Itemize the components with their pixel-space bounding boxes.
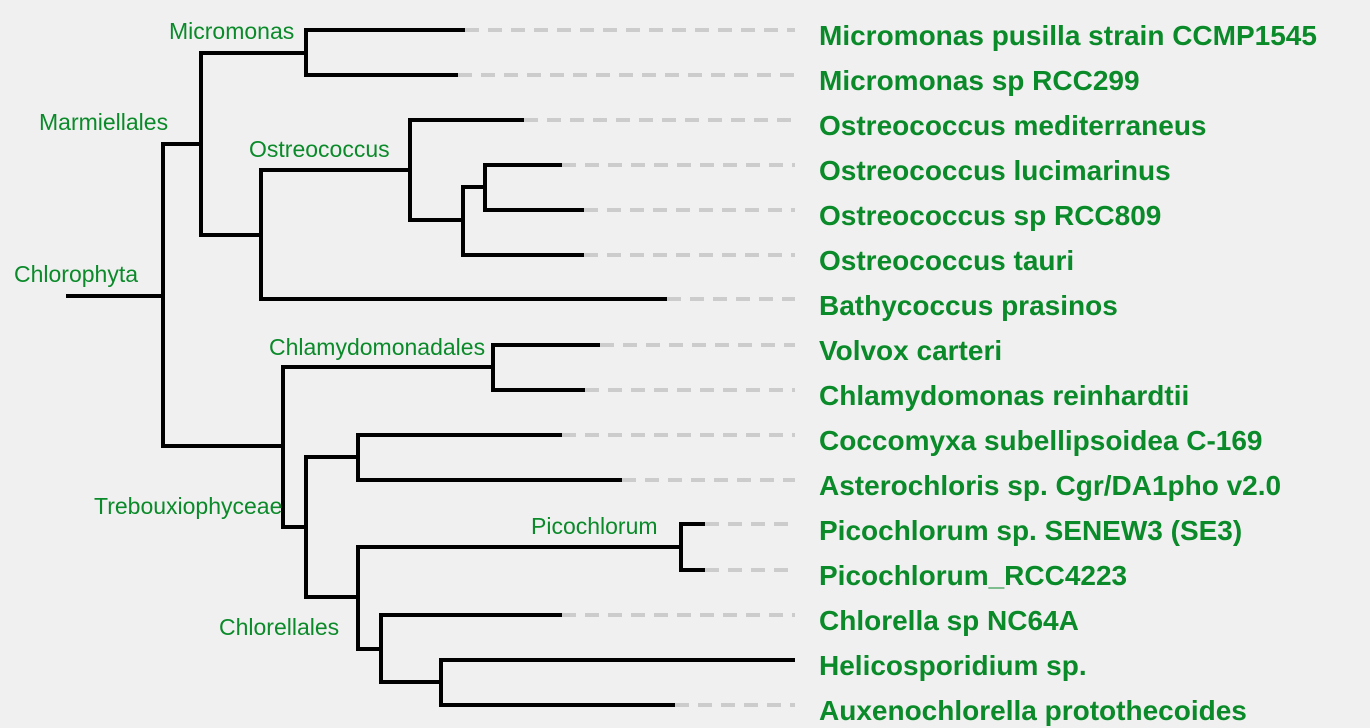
leaf-label: Ostreococcus sp RCC809	[819, 200, 1161, 231]
leaf-label: Ostreococcus mediterraneus	[819, 110, 1207, 141]
clade-label-chlamydomonadales: Chlamydomonadales	[269, 334, 485, 360]
clade-label-ostreococcus: Ostreococcus	[249, 136, 390, 162]
clade-label-trebouxiophyceae: Trebouxiophyceae	[94, 493, 282, 519]
leaf-label: Helicosporidium sp.	[819, 650, 1087, 681]
leaf-label: Ostreococcus tauri	[819, 245, 1074, 276]
leaf-label: Chlamydomonas reinhardtii	[819, 380, 1189, 411]
tree-leaders	[458, 28, 795, 707]
clade-label-chlorellales: Chlorellales	[219, 614, 339, 640]
leaf-label: Coccomyxa subellipsoidea C-169	[819, 425, 1263, 456]
clade-label-marmiellales: Marmiellales	[39, 109, 168, 135]
leaf-label: Micromonas pusilla strain CCMP1545	[819, 20, 1317, 51]
clade-label-picochlorum: Picochlorum	[531, 513, 658, 539]
leaf-label: Chlorella sp NC64A	[819, 605, 1079, 636]
leaf-label: Micromonas sp RCC299	[819, 65, 1140, 96]
leaf-label: Bathycoccus prasinos	[819, 290, 1118, 321]
leaf-label: Asterochloris sp. Cgr/DA1pho v2.0	[819, 470, 1281, 501]
leaf-label: Picochlorum sp. SENEW3 (SE3)	[819, 515, 1242, 546]
leaf-label: Volvox carteri	[819, 335, 1002, 366]
leaf-label: Auxenochlorella protothecoides	[819, 695, 1247, 726]
clade-label-micromonas: Micromonas	[169, 18, 294, 44]
leaf-label: Ostreococcus lucimarinus	[819, 155, 1171, 186]
clade-label-chlorophyta: Chlorophyta	[14, 261, 138, 287]
leaf-label: Picochlorum_RCC4223	[819, 560, 1127, 591]
tree-branches	[66, 28, 795, 707]
